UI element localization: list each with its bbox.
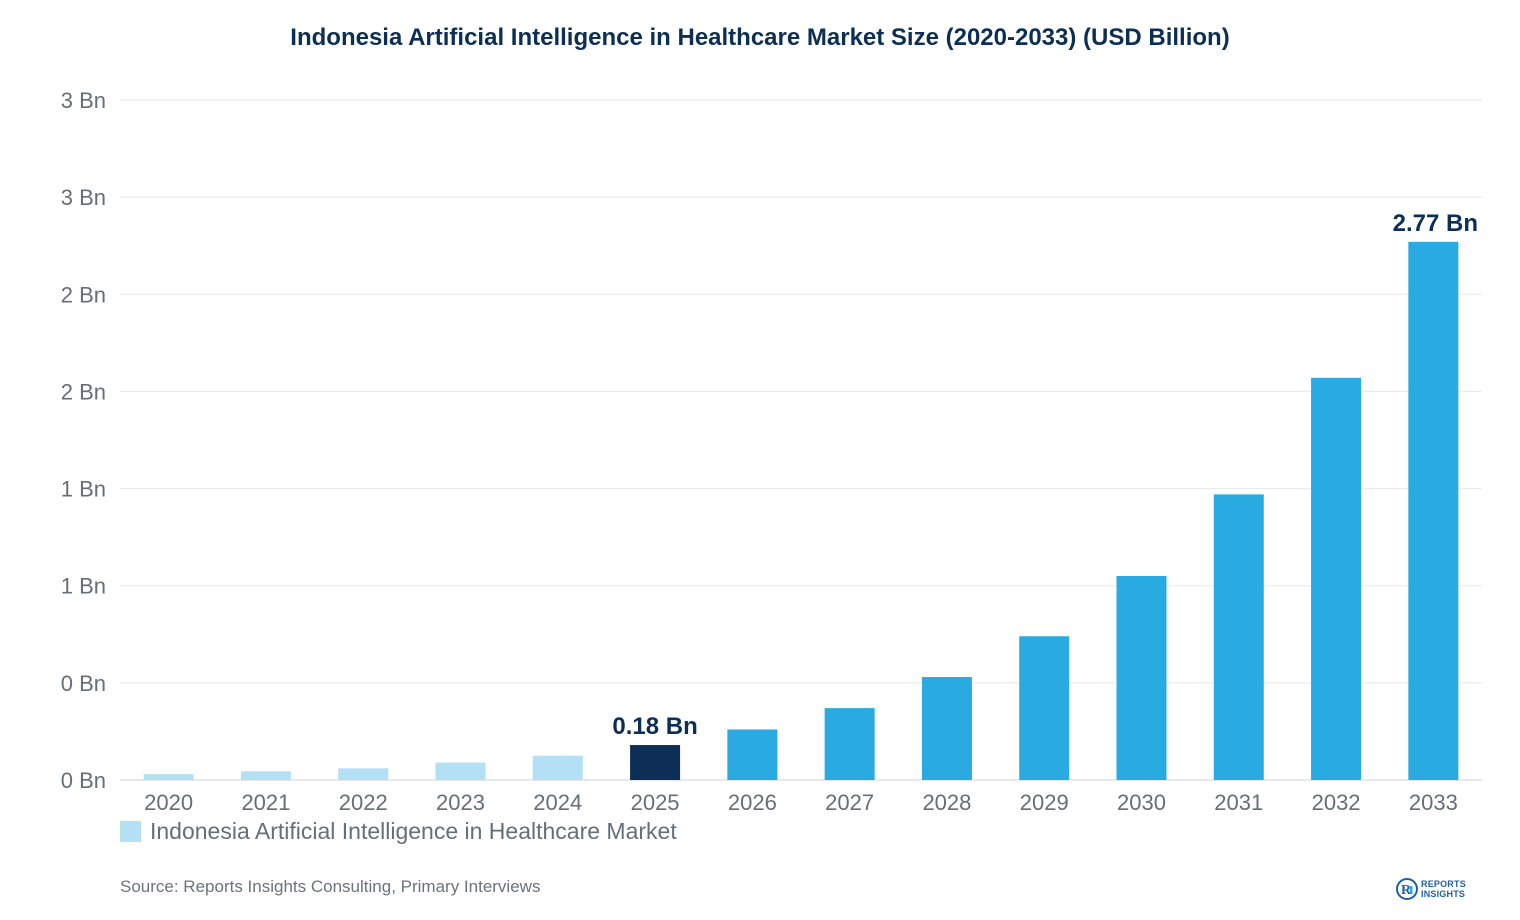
x-tick-label: 2029 [1020,790,1069,815]
y-tick-label: 0 Bn [61,768,106,793]
y-tick-label: 2 Bn [61,282,106,307]
chart-legend: Indonesia Artificial Intelligence in Hea… [120,818,677,845]
x-tick-label: 2026 [728,790,777,815]
bar-2033 [1408,241,1459,781]
data-label: 2.77 Bn [1393,210,1478,237]
svg-text:R: R [1401,883,1412,898]
y-tick-label: 2 Bn [61,379,106,404]
bar-2023 [435,762,486,780]
data-labels: 0.18 Bn 2.77 Bn [612,210,1478,740]
y-tick-label: 1 Bn [61,574,106,599]
bar-2030 [1116,576,1167,780]
x-tick-label: 2024 [533,790,582,815]
y-tick-label: 3 Bn [61,88,106,113]
bar-2031 [1213,494,1264,780]
source-note: Source: Reports Insights Consulting, Pri… [120,877,541,896]
legend-swatch [120,821,141,842]
y-tick-label: 3 Bn [61,185,106,210]
bar-2024 [532,755,583,780]
x-tick-label: 2032 [1312,790,1361,815]
x-tick-label: 2031 [1214,790,1263,815]
x-tick-label: 2020 [144,790,193,815]
bar-2022 [338,768,389,780]
bar-2032 [1311,377,1362,780]
reports-insights-logo: R REPORTS INSIGHTS [1396,878,1466,900]
bar-2025 [630,745,681,780]
bar-2028 [921,677,972,780]
x-tick-label: 2021 [241,790,290,815]
bar-2027 [824,708,875,780]
bar-series [143,241,1459,781]
chart-title: Indonesia Artificial Intelligence in Hea… [290,24,1230,51]
x-tick-label: 2027 [825,790,874,815]
x-tick-label: 2023 [436,790,485,815]
y-tick-label: 1 Bn [61,477,106,502]
x-tick-label: 2028 [922,790,971,815]
logo-text-line1: REPORTS [1421,879,1466,889]
bar-2021 [240,771,291,780]
bar-2029 [1019,636,1070,780]
logo-text-line2: INSIGHTS [1421,889,1466,899]
x-tick-label: 2033 [1409,790,1458,815]
reports-insights-logo-icon: R [1396,878,1418,900]
bar-2026 [727,729,778,780]
x-tick-label: 2022 [339,790,388,815]
x-tick-label: 2030 [1117,790,1166,815]
y-tick-label: 0 Bn [61,671,106,696]
legend-label: Indonesia Artificial Intelligence in Hea… [150,818,677,844]
bar-2020 [143,774,194,780]
x-axis-ticks: 2020 2021 2022 2023 2024 2025 2026 2027 2028 2029… [144,790,1458,815]
y-axis-ticks: 0 Bn 0 Bn 1 Bn 1 Bn 2 Bn 2 Bn 3 Bn 3 Bn [61,88,106,793]
data-label: 0.18 Bn [612,713,697,740]
gridlines [120,99,1482,781]
x-tick-label: 2025 [631,790,680,815]
